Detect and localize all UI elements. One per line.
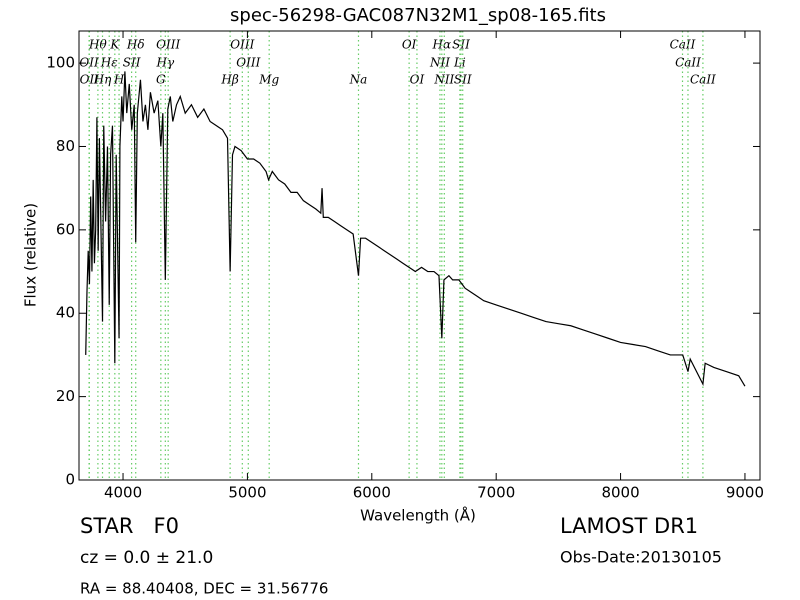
x-axis-label: Wavelength (Å) [360, 506, 476, 525]
y-axis-label: Flux (relative) [22, 203, 40, 307]
y-tick-label: 100 [46, 54, 75, 72]
spectral-line-label: SII [123, 56, 141, 70]
obs-date: Obs-Date:20130105 [560, 548, 722, 567]
spectral-line-label: OI [410, 73, 425, 87]
spectral-line-label: K [109, 38, 120, 52]
spectral-line-label: Na [349, 73, 368, 87]
spectral-line-label: OIII [230, 38, 254, 52]
spectral-line-label: Hβ [220, 73, 238, 87]
spectral-line-label: Hγ [156, 56, 175, 70]
spectral-line-label: Li [453, 56, 466, 70]
spectral-line-label: CaII [675, 56, 701, 70]
y-tick-label: 80 [56, 137, 75, 155]
spectral-line-label: Hδ [126, 38, 145, 52]
x-tick-label: 6000 [353, 484, 391, 502]
spectral-line-label: OI [402, 38, 417, 52]
spectral-line-label: SII [452, 38, 470, 52]
spectral-line-label: NII [429, 56, 450, 70]
coordinates: RA = 88.40408, DEC = 31.56776 [80, 580, 328, 598]
x-tick-label: 9000 [726, 484, 764, 502]
object-class: STAR F0 [80, 514, 179, 538]
plot-frame [78, 30, 761, 481]
x-tick-label: 8000 [601, 484, 639, 502]
x-tick-label: 7000 [477, 484, 515, 502]
spectral-line-label: Hα [432, 38, 452, 52]
spectral-line-label: SII [454, 73, 472, 87]
chart-title: spec-56298-GAC087N32M1_sp08-165.fits [230, 5, 606, 26]
spectral-line-label: G [156, 73, 166, 87]
spectral-line-label: OIII [236, 56, 260, 70]
y-tick-label: 60 [56, 220, 75, 238]
spectral-line-label: NII [433, 73, 454, 87]
spectral-line-label: Hε [100, 56, 118, 70]
redshift: cz = 0.0 ± 21.0 [80, 548, 213, 568]
spectral-line-label: OII [80, 73, 100, 87]
spectral-line-label: Hη [93, 73, 112, 87]
y-tick-label: 40 [56, 304, 75, 322]
x-tick-label: 4000 [104, 484, 142, 502]
spectrum-line [85, 71, 746, 387]
spectral-line-label: OIII [156, 38, 180, 52]
spectral-line-label: CaII [690, 73, 716, 87]
x-tick-label: 5000 [228, 484, 266, 502]
y-tick-label: 20 [56, 387, 75, 405]
spectral-line-label: CaII [670, 38, 696, 52]
spectral-line-label: Mg [258, 73, 279, 87]
survey: LAMOST DR1 [560, 514, 698, 538]
y-tick-label: 0 [65, 471, 75, 489]
spectral-line-label: H [113, 73, 125, 87]
spectral-line-label: Hθ [88, 38, 107, 52]
